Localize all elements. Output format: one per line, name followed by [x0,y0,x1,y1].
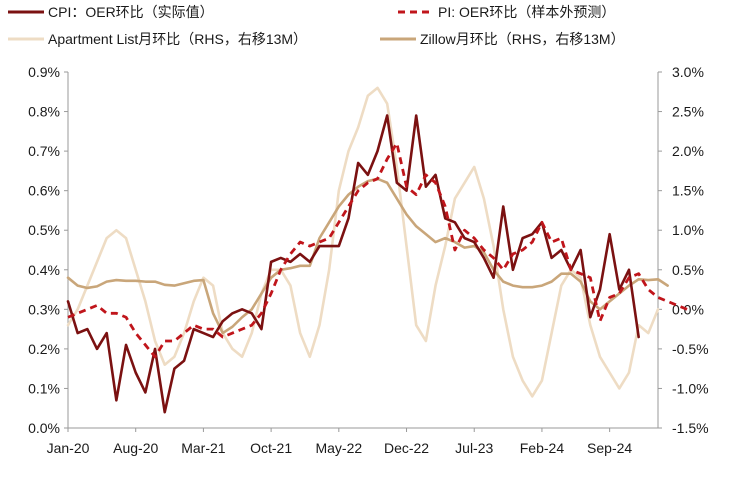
left-tick-label: 0.4% [28,262,60,278]
right-tick-label: 1.5% [672,183,704,199]
left-tick-label: 0.7% [28,143,60,159]
right-tick-label: 0.5% [672,262,704,278]
series-line-pi [67,141,688,359]
left-tick-label: 0.9% [28,64,60,80]
x-tick-label: Sep-24 [587,440,632,456]
series-layer [66,86,688,414]
left-tick-label: 0.8% [28,104,60,120]
right-tick-label: 1.0% [672,222,704,238]
right-tick-label: 2.5% [672,104,704,120]
x-tick-label: Mar-21 [181,440,226,456]
left-tick-label: 0.2% [28,341,60,357]
left-tick-label: 0.6% [28,183,60,199]
x-tick-label: Oct-21 [250,440,292,456]
series-line-zillow [66,177,669,335]
x-tick-label: Jan-20 [47,440,90,456]
x-tick-label: Dec-22 [384,440,429,456]
legend-label-cpi: CPI：OER环比（实际值） [48,4,214,20]
x-tick-label: Feb-24 [520,440,565,456]
series-line-apt [66,86,660,398]
right-tick-label: 3.0% [672,64,704,80]
x-tick-label: May-22 [315,440,362,456]
left-tick-label: 0.0% [28,420,60,436]
right-tick-label: -1.0% [672,380,709,396]
right-tick-label: 0.0% [672,301,704,317]
right-tick-label: 2.0% [672,143,704,159]
series-line-cpi [66,114,640,414]
x-tick-label: Aug-20 [113,440,158,456]
legend-label-pi: PI: OER环比（样本外预测） [438,4,615,20]
left-tick-label: 0.3% [28,301,60,317]
axes: 0.0% 0.1% 0.2% 0.3% 0.4% 0.5% 0.6% 0.7% 0.8% 0.9%… [28,64,709,456]
right-tick-label: -0.5% [672,341,709,357]
legend-label-apt: Apartment List月环比（RHS，右移13M） [48,31,307,47]
left-tick-label: 0.5% [28,222,60,238]
legend-label-zillow: Zillow月环比（RHS，右移13M） [420,31,625,47]
x-tick-label: Jul-23 [455,440,493,456]
left-tick-label: 0.1% [28,380,60,396]
right-tick-label: -1.5% [672,420,709,436]
legend: CPI：OER环比（实际值） PI: OER环比（样本外预测） Apartment … [8,4,625,47]
